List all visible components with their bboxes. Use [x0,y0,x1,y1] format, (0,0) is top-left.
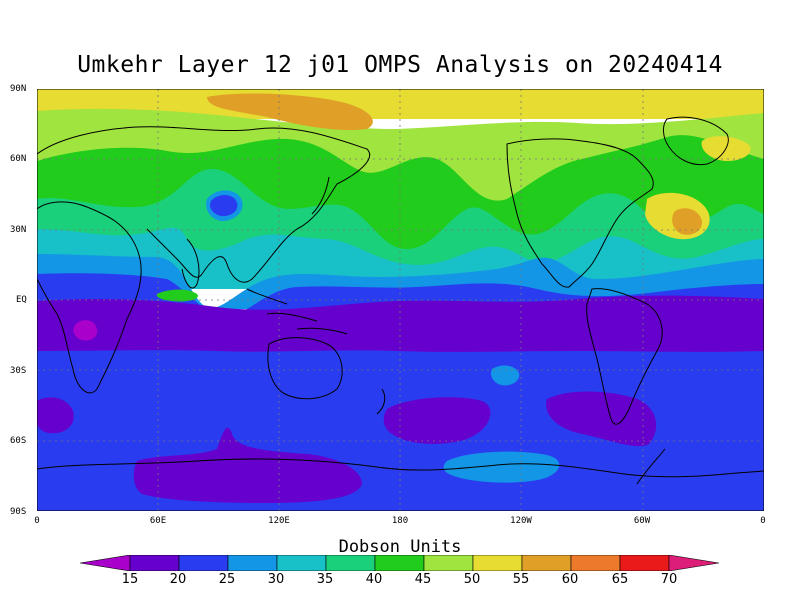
colorbar-segment [570,555,621,571]
patch-40-45-india [156,289,198,302]
x-label-120e: 120E [268,516,290,526]
colorbar-label-55: 55 [512,572,530,587]
colorbar-label-35: 35 [316,572,334,587]
band-25-30 [37,254,764,309]
coast-japan [311,176,330,215]
colorbar-segment [521,555,572,571]
colorbar-arrow-high [668,555,720,571]
coast-eurasia [37,126,370,283]
patch-25-30-south1 [491,365,520,386]
band-15-20-tropics [37,295,764,352]
coast-antarctic-peninsula [636,448,666,485]
patch-15-20-sindian [37,397,74,434]
y-label-60n: 60N [10,154,27,164]
patch-55-60-atl [672,208,703,235]
x-label-60w: 60W [633,516,651,526]
colorbar-label-25: 25 [218,572,236,587]
y-label-90s: 90S [10,507,27,517]
ozone-map-svg [37,89,764,511]
patch-25-30-antarctic [443,451,560,483]
coast-greenland [663,116,729,166]
colorbar-label-20: 20 [169,572,187,587]
colorbar-segment [325,555,376,571]
coast-seasia [246,288,348,335]
colorbar-segment [276,555,327,571]
coast-india [181,238,200,289]
colorbar-label-70: 70 [660,572,678,587]
colorbar-label-65: 65 [611,572,629,587]
colorbar-segment [374,555,425,571]
x-label-120w: 120W [510,516,532,526]
x-label-0-left: 0 [34,516,40,526]
patch-15-20-satlantic [546,391,657,447]
x-label-60e: 60E [149,516,167,526]
coast-antarctica [37,458,764,478]
colorbar [80,555,720,571]
colorbar-label-60: 60 [561,572,579,587]
colorbar-segment [472,555,523,571]
patch-15-20-spacific [383,397,491,444]
coastlines [37,116,764,485]
coast-australia [267,337,343,400]
coast-namerica [506,138,654,288]
band-30-35 [37,227,764,289]
grid-lines [37,89,764,511]
ozone-map [37,89,764,511]
patch-15-20-antarctic [133,427,362,503]
colorbar-segment [129,555,180,571]
map-title: Umkehr Layer 12 j01 OMPS Analysis on 202… [77,52,723,78]
colorbar-title: Dobson Units [338,537,462,557]
colorbar-segment [423,555,474,571]
coast-nz [376,388,386,415]
y-label-90n: 90N [10,84,27,94]
y-label-30s: 30S [10,366,27,376]
patch-10-15-africa [73,320,98,341]
coast-africa [37,201,142,394]
y-label-60s: 60S [10,436,27,446]
patch-55-60-arctic [207,93,373,131]
colorbar-label-45: 45 [414,572,432,587]
colorbar-label-40: 40 [365,572,383,587]
colorbar-segment [227,555,278,571]
colorbar-label-15: 15 [121,572,139,587]
x-label-180: 180 [391,516,409,526]
patch-20-25-asia-low [210,195,238,217]
colorbar-label-50: 50 [463,572,481,587]
colorbar-label-30: 30 [267,572,285,587]
colorbar-arrow-low [80,555,131,571]
colorbar-segment [178,555,229,571]
y-label-eq: EQ [16,295,27,305]
x-label-0-right: 0 [760,516,766,526]
colorbar-segment [619,555,670,571]
y-label-30n: 30N [10,225,27,235]
coast-samerica [586,288,663,425]
